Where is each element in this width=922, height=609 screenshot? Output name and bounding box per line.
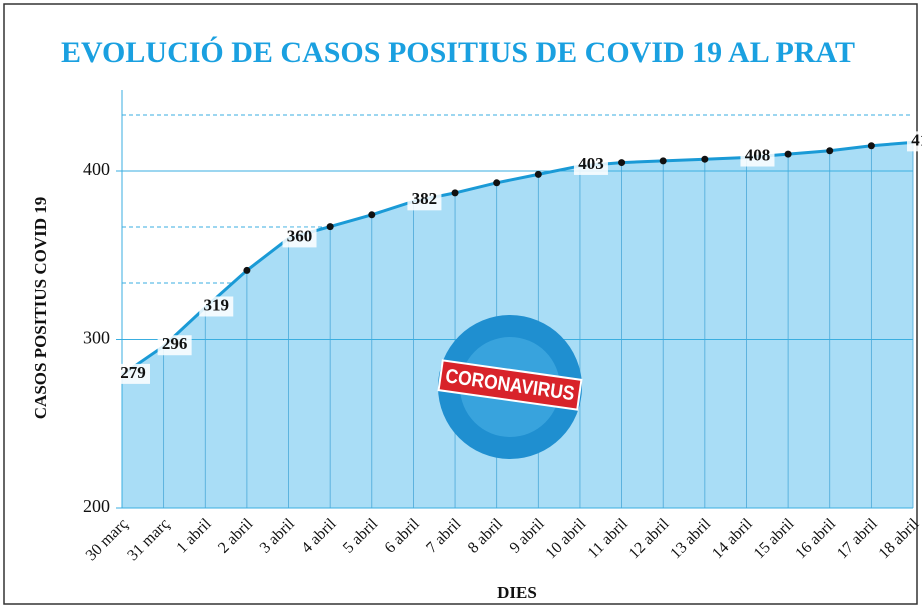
point: [493, 179, 500, 186]
point: [368, 211, 375, 218]
y-tick-label: 200: [83, 496, 110, 516]
point: [327, 223, 334, 230]
x-axis-label: DIES: [497, 583, 537, 602]
value-label: 319: [204, 295, 230, 314]
point: [785, 151, 792, 158]
chart: EVOLUCIÓ DE CASOS POSITIUS DE COVID 19 A…: [0, 0, 922, 609]
point: [868, 142, 875, 149]
point: [660, 157, 667, 164]
badge: CORONAVIRUS: [438, 315, 582, 459]
value-label: 382: [412, 189, 438, 208]
value-label: 417: [911, 130, 922, 149]
y-tick-label: 400: [83, 159, 110, 179]
point: [243, 267, 250, 274]
point: [826, 147, 833, 154]
point: [701, 156, 708, 163]
value-label: 360: [287, 226, 313, 245]
y-axis-label: CASOS POSITIUS COVID 19: [31, 197, 50, 419]
chart-title: EVOLUCIÓ DE CASOS POSITIUS DE COVID 19 A…: [61, 36, 855, 69]
value-label: 408: [745, 145, 771, 164]
value-label: 403: [578, 154, 604, 173]
value-label: 296: [162, 334, 188, 353]
point: [535, 171, 542, 178]
y-tick-label: 300: [83, 328, 110, 348]
point: [618, 159, 625, 166]
point: [452, 189, 459, 196]
value-label: 279: [120, 363, 146, 382]
